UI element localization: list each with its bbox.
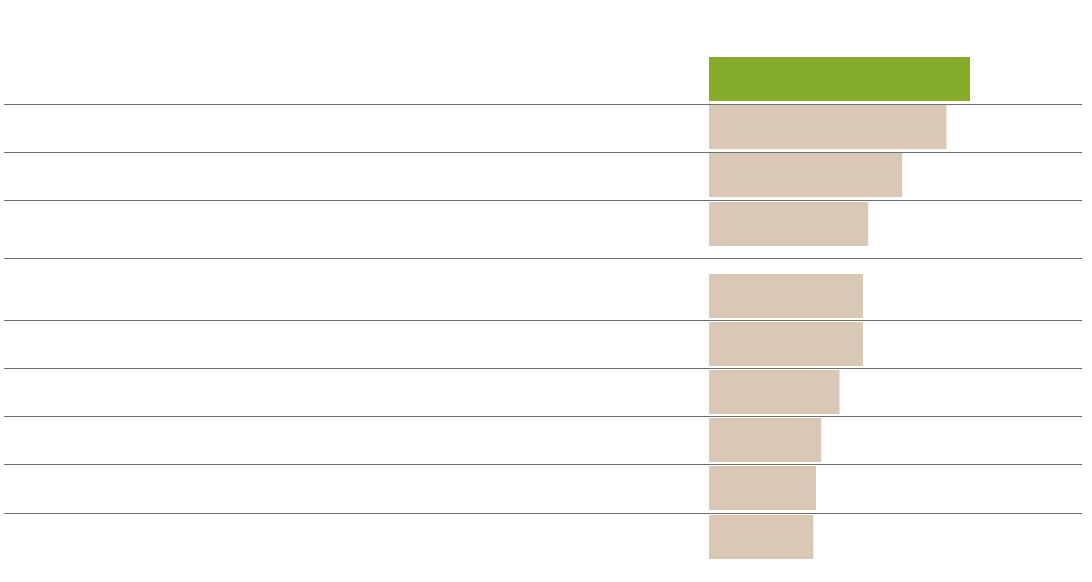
bar bbox=[709, 202, 869, 246]
bar bbox=[709, 466, 817, 510]
bar bbox=[709, 418, 822, 462]
bar bbox=[709, 370, 840, 414]
bar bbox=[709, 274, 863, 318]
bar bbox=[709, 322, 863, 366]
bar bbox=[709, 515, 814, 559]
bar bbox=[709, 105, 947, 149]
bar bbox=[709, 153, 903, 197]
bar bbox=[709, 57, 970, 101]
